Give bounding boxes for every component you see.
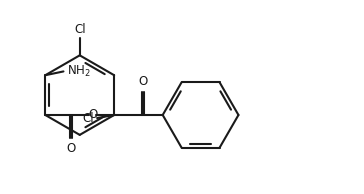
Text: O: O <box>88 108 97 121</box>
Text: NH$_2$: NH$_2$ <box>67 64 90 79</box>
Text: Cl: Cl <box>74 23 86 36</box>
Text: O: O <box>138 75 148 88</box>
Text: Cl: Cl <box>83 112 94 125</box>
Text: O: O <box>67 142 76 155</box>
